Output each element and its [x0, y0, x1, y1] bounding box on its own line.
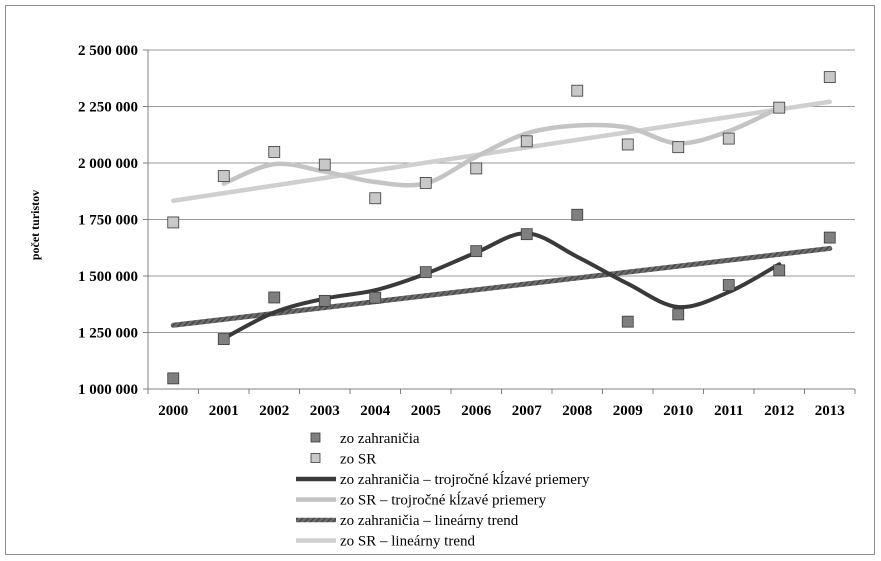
- trend-line-zo-zahranicia-linearny-trend: [170, 245, 833, 328]
- x-tick-label: 2004: [360, 403, 391, 419]
- marker-zo-sr-2013: [823, 71, 836, 84]
- legend-swatch-zo-sr: [310, 453, 321, 463]
- legend-label-zo-zahranicia: zo zahraničia: [340, 431, 420, 447]
- marker-zo-zahranicia-2004: [369, 291, 382, 304]
- x-tick-label: 2007: [512, 403, 543, 419]
- y-tick-label: 1 750 000: [78, 213, 138, 229]
- marker-zo-zahranicia-2006: [470, 245, 483, 258]
- x-tick-label: 2003: [310, 403, 340, 419]
- marker-zo-zahranicia-2007: [520, 228, 533, 241]
- marker-zo-sr-2001: [217, 170, 230, 183]
- x-tick-labels: 2000 2001 2002 2003 2004 2005 2006 2007 2008 2009…: [158, 403, 845, 419]
- marker-zo-zahranicia-2000: [167, 372, 180, 385]
- legend-label-zo-zahranicia-linearny-trend: zo zahraničia – lineárny trend: [340, 513, 519, 529]
- y-tick-label: 1 000 000: [78, 382, 138, 398]
- x-tick-label: 2013: [815, 403, 845, 419]
- y-tick-labels: 1 000 000 1 250 000 1 500 000 1 750 000 2 00…: [78, 43, 138, 398]
- gridlines: [143, 49, 855, 390]
- marker-zo-sr-2008: [571, 84, 584, 97]
- y-tick-label: 2 250 000: [78, 100, 138, 116]
- marker-zo-sr-2010: [672, 141, 685, 154]
- marker-zo-sr-2005: [419, 176, 432, 189]
- y-tick-label: 1 500 000: [78, 269, 138, 285]
- marker-zo-zahranicia-2003: [318, 294, 331, 307]
- marker-zo-sr-2007: [520, 135, 533, 148]
- marker-zo-zahranicia-2010: [672, 308, 685, 321]
- y-axis-label: počet turistov: [28, 190, 42, 260]
- legend: zo zahraničia zo SR zo zahraničia – trojro…: [296, 431, 590, 550]
- legend-swatch-zo-zahranicia: [310, 432, 321, 443]
- marker-zo-zahranicia-2005: [419, 266, 432, 279]
- legend-label-zo-zahranicia-trojrocne-klzave-priemery: zo zahraničia – trojročné kĺzavé priemer…: [340, 471, 590, 488]
- marker-zo-zahranicia-2002: [268, 291, 281, 304]
- marker-zo-sr-2003: [318, 158, 331, 171]
- x-tick-label: 2009: [613, 403, 643, 419]
- x-tick-label: 2001: [209, 403, 239, 419]
- axes: [147, 50, 856, 394]
- trend-line-zo-sr-linearny-trend: [171, 99, 832, 203]
- marker-zo-sr-2002: [268, 146, 281, 158]
- legend-label-zo-sr: zo SR: [340, 452, 376, 468]
- series-markers: [167, 71, 836, 385]
- x-tick-label: 2006: [461, 403, 492, 419]
- legend-label-zo-sr-linearny-trend: zo SR – lineárny trend: [340, 534, 475, 550]
- legend-label-zo-sr-trojrocne-klzave-priemery: zo SR – trojročné kĺzavé priemery: [340, 492, 547, 509]
- marker-zo-sr-2009: [621, 138, 634, 151]
- x-tick-label: 2002: [259, 403, 289, 419]
- y-tick-label: 1 250 000: [78, 326, 138, 342]
- marker-zo-sr-2000: [167, 216, 180, 229]
- x-tick-label: 2008: [562, 403, 592, 419]
- marker-zo-sr-2012: [773, 101, 786, 114]
- marker-zo-zahranicia-2009: [621, 315, 634, 328]
- marker-zo-zahranicia-2008: [571, 208, 584, 221]
- marker-zo-zahranicia-2011: [722, 279, 735, 291]
- marker-zo-zahranicia-2012: [773, 264, 786, 277]
- x-tick-label: 2011: [714, 403, 743, 419]
- x-tick-label: 2005: [411, 403, 441, 419]
- marker-zo-zahranicia-2001: [217, 333, 230, 345]
- y-tick-label: 2 500 000: [78, 43, 138, 59]
- x-tick-label: 2010: [663, 403, 693, 419]
- marker-zo-sr-2011: [722, 132, 735, 145]
- marker-zo-sr-2006: [470, 162, 483, 175]
- x-tick-label: 2012: [764, 403, 794, 419]
- moving-average-line-zo-sr-trojrocne-klzave-priemery: [221, 105, 782, 188]
- marker-zo-sr-2004: [369, 192, 382, 205]
- y-tick-label: 2 000 000: [78, 156, 138, 172]
- marker-zo-zahranicia-2013: [823, 231, 836, 244]
- x-tick-label: 2000: [158, 403, 188, 419]
